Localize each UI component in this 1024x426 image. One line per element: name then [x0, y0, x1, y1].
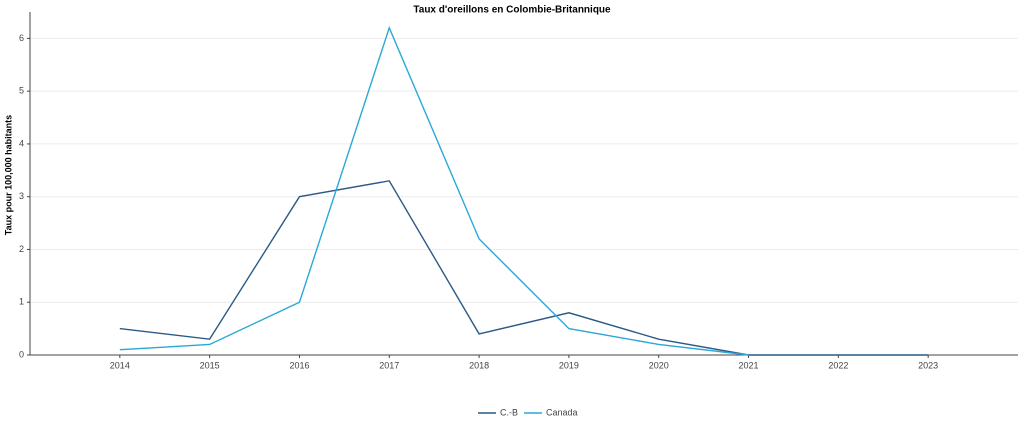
series-line — [119, 180, 929, 356]
x-tick-label: 2023 — [918, 360, 938, 370]
x-tick-label: 2018 — [469, 360, 489, 370]
y-tick-label: 0 — [19, 349, 24, 359]
legend-label: C.-B — [500, 407, 518, 417]
x-tick-label: 2015 — [200, 360, 220, 370]
y-axis-label: Taux pour 100,000 habitants — [3, 115, 13, 235]
y-tick-label: 5 — [19, 86, 24, 96]
y-tick-label: 6 — [19, 33, 24, 43]
y-tick-label: 3 — [19, 191, 24, 201]
y-tick-label: 1 — [19, 297, 24, 307]
x-tick-label: 2014 — [110, 360, 130, 370]
x-tick-label: 2016 — [289, 360, 309, 370]
chart-title: Taux d'oreillons en Colombie-Britannique — [413, 5, 611, 16]
x-tick-label: 2021 — [739, 360, 759, 370]
x-tick-label: 2022 — [828, 360, 848, 370]
legend-label: Canada — [546, 407, 578, 417]
x-tick-label: 2020 — [649, 360, 669, 370]
y-tick-label: 2 — [19, 244, 24, 254]
y-tick-label: 4 — [19, 138, 24, 148]
x-tick-label: 2019 — [559, 360, 579, 370]
series-line — [119, 25, 749, 356]
x-tick-label: 2017 — [379, 360, 399, 370]
